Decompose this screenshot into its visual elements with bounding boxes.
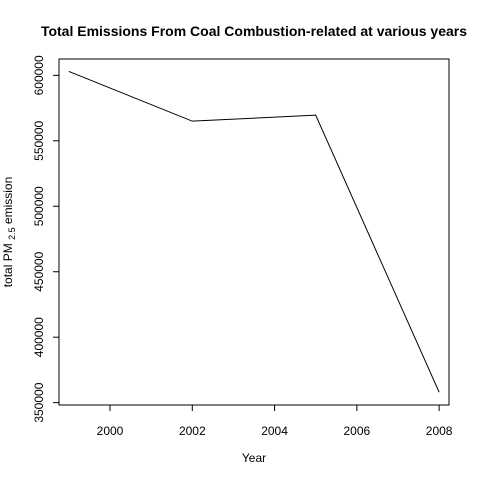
x-axis-label: Year bbox=[242, 451, 266, 465]
y-tick-label: 500000 bbox=[32, 186, 46, 226]
y-axis-label: total PM 2.5 emission bbox=[1, 177, 18, 288]
series-layer bbox=[68, 70, 440, 393]
x-axis: 2000 2002 2004 2006 2008 bbox=[97, 405, 453, 438]
y-tick-label: 550000 bbox=[32, 120, 46, 160]
x-tick-label: 2002 bbox=[179, 424, 206, 438]
y-axis-label-subscript: 2.5 bbox=[7, 227, 17, 240]
x-tick-label: 2006 bbox=[343, 424, 370, 438]
y-axis-label-suffix: emission bbox=[1, 177, 15, 224]
y-tick-label: 350000 bbox=[32, 382, 46, 422]
plot-frame bbox=[58, 58, 450, 406]
y-tick-label: 450000 bbox=[32, 251, 46, 291]
series-line bbox=[68, 70, 440, 393]
x-tick-label: 2008 bbox=[426, 424, 453, 438]
y-tick-label: 400000 bbox=[32, 317, 46, 357]
x-tick-label: 2000 bbox=[97, 424, 124, 438]
y-axis-label-prefix: total PM bbox=[1, 243, 15, 287]
x-tick-label: 2004 bbox=[261, 424, 288, 438]
chart-title: Total Emissions From Coal Combustion-rel… bbox=[41, 23, 467, 39]
y-tick-label: 600000 bbox=[32, 55, 46, 95]
y-axis: 350000 400000 450000 500000 550000 600000 bbox=[32, 55, 59, 423]
